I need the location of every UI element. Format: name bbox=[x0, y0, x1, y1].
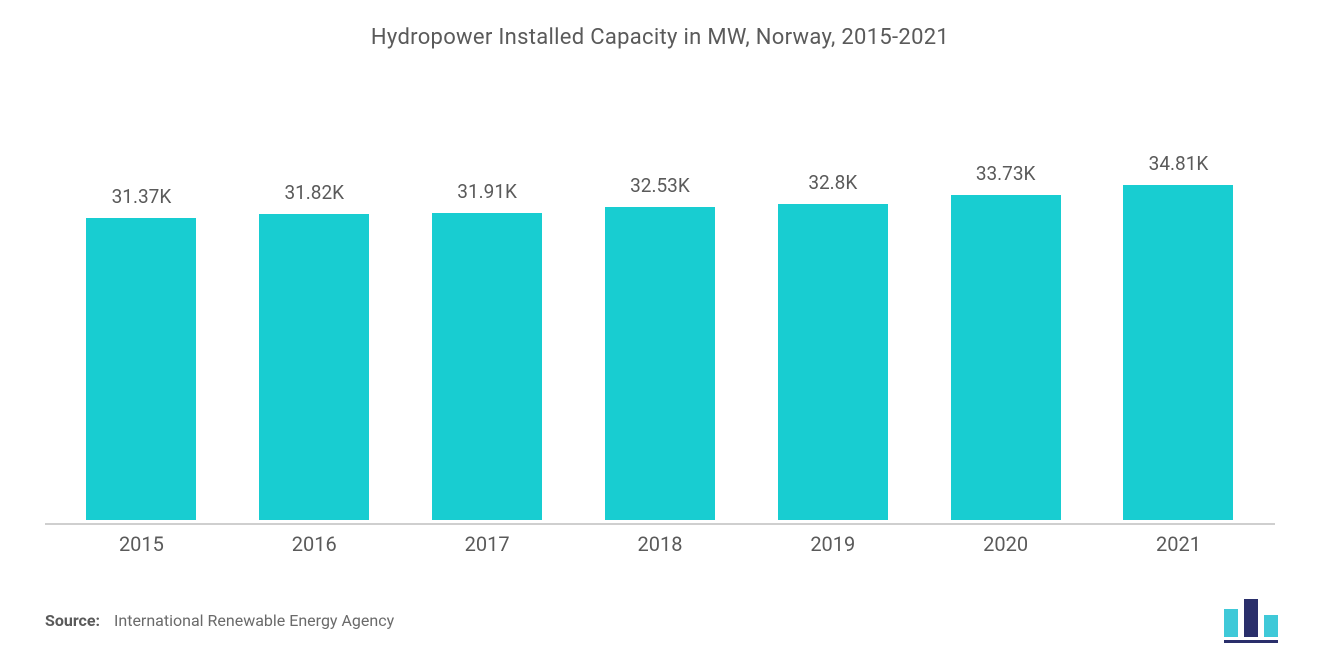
bar bbox=[951, 195, 1061, 520]
bar-group: 32.53K bbox=[605, 100, 715, 520]
x-tick-label: 2016 bbox=[259, 532, 369, 556]
plot-area: 31.37K 31.82K 31.91K 32.53K 32.8K 33.73K 34.81… bbox=[45, 100, 1275, 520]
chart-title: Hydropower Installed Capacity in MW, Nor… bbox=[45, 25, 1275, 50]
bar bbox=[86, 218, 196, 520]
bar bbox=[605, 207, 715, 520]
mordor-logo-icon bbox=[1220, 595, 1290, 645]
bar-chart: Hydropower Installed Capacity in MW, Nor… bbox=[0, 0, 1320, 665]
bar-value-label: 34.81K bbox=[1149, 152, 1209, 175]
x-axis-labels: 2015 2016 2017 2018 2019 2020 2021 bbox=[45, 520, 1275, 556]
bar-group: 31.82K bbox=[259, 100, 369, 520]
bar-group: 31.91K bbox=[432, 100, 542, 520]
bar-value-label: 32.53K bbox=[630, 174, 690, 197]
bar-value-label: 31.37K bbox=[112, 185, 172, 208]
bar-group: 32.8K bbox=[778, 100, 888, 520]
x-tick-label: 2019 bbox=[778, 532, 888, 556]
bar-value-label: 31.82K bbox=[284, 181, 344, 204]
x-tick-label: 2020 bbox=[951, 532, 1061, 556]
bar-group: 33.73K bbox=[951, 100, 1061, 520]
bar-value-label: 32.8K bbox=[808, 171, 857, 194]
source-label: Source: bbox=[45, 611, 100, 630]
x-tick-label: 2018 bbox=[605, 532, 715, 556]
bar-value-label: 33.73K bbox=[976, 162, 1036, 185]
bar bbox=[432, 213, 542, 520]
bar bbox=[1123, 185, 1233, 520]
bar-value-label: 31.91K bbox=[457, 180, 517, 203]
source-attribution: Source: International Renewable Energy A… bbox=[45, 611, 394, 630]
bar-group: 34.81K bbox=[1123, 100, 1233, 520]
source-text: International Renewable Energy Agency bbox=[114, 611, 394, 630]
x-tick-label: 2021 bbox=[1123, 532, 1233, 556]
x-tick-label: 2017 bbox=[432, 532, 542, 556]
bar bbox=[778, 204, 888, 520]
bar bbox=[259, 214, 369, 520]
bar-group: 31.37K bbox=[86, 100, 196, 520]
x-axis-baseline bbox=[45, 523, 1275, 525]
x-tick-label: 2015 bbox=[86, 532, 196, 556]
